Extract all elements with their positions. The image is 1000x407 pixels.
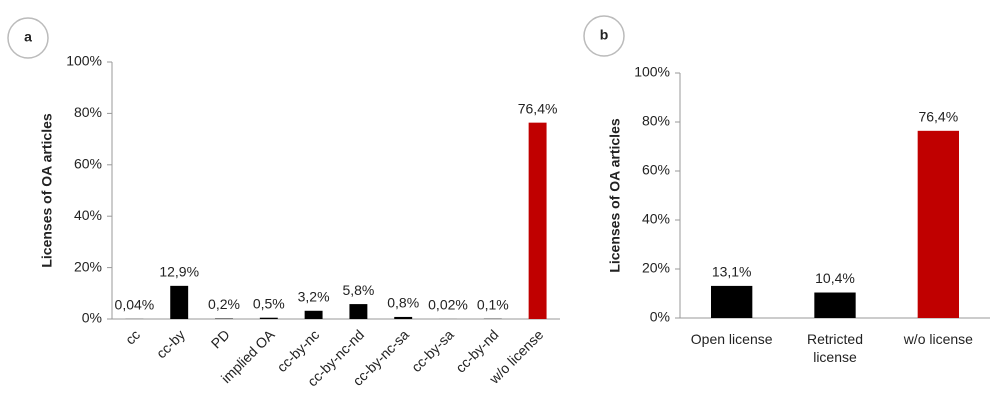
x-tick-label: cc (122, 326, 143, 347)
x-tick-label: w/o license (903, 331, 973, 347)
value-label: 0,02% (428, 297, 468, 313)
panel-circle (7, 17, 49, 59)
value-label: 0,1% (477, 296, 509, 312)
value-label: 12,9% (159, 264, 199, 280)
value-label: 0,2% (208, 296, 240, 312)
x-tick-label: cc-by-sa (408, 326, 457, 375)
value-label: 0,04% (115, 297, 155, 313)
bar (259, 317, 278, 319)
value-label: 76,4% (918, 109, 958, 125)
y-tick-label: 0% (650, 309, 670, 325)
value-label: 13,1% (712, 264, 752, 280)
bar (814, 292, 856, 318)
x-tick-label: PD (208, 326, 233, 351)
value-label: 3,2% (298, 288, 330, 304)
panel-label: b (600, 27, 609, 43)
y-tick-label: 0% (82, 310, 102, 326)
y-tick-label: 20% (74, 258, 102, 274)
bar (215, 318, 233, 319)
y-tick-label: 80% (642, 113, 670, 129)
bar (528, 122, 547, 319)
panel-label: a (24, 29, 32, 45)
y-tick-label: 60% (642, 162, 670, 178)
y-tick-label: 40% (642, 211, 670, 227)
y-axis-title: Licenses of OA articles (607, 118, 623, 273)
y-tick-label: 80% (74, 104, 102, 120)
y-tick-label: 20% (642, 260, 670, 276)
x-tick-label: Open license (690, 331, 773, 347)
y-axis-title: Licenses of OA articles (39, 113, 55, 268)
value-label: 0,8% (387, 295, 419, 311)
bar (304, 310, 323, 319)
y-tick-label: 60% (74, 156, 102, 172)
value-label: 10,4% (815, 270, 855, 286)
value-label: 0,5% (253, 295, 285, 311)
bar (917, 130, 959, 318)
bar (711, 285, 753, 318)
bar (394, 316, 413, 319)
x-tick-label: Retricted license (806, 331, 864, 365)
y-tick-label: 40% (74, 207, 102, 223)
y-tick-label: 100% (66, 53, 102, 69)
panel-circle (583, 15, 625, 57)
bar (349, 304, 368, 319)
y-tick-label: 100% (634, 64, 670, 80)
x-tick-label: cc-by (153, 326, 188, 361)
value-label: 5,8% (342, 282, 374, 298)
value-label: 76,4% (518, 100, 558, 116)
bar (170, 285, 189, 319)
